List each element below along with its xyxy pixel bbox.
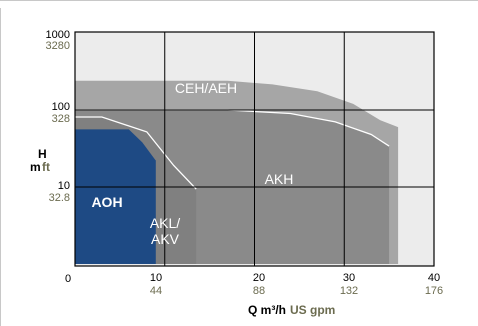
y-tick-label-10: 10: [58, 180, 70, 192]
region-label-line-akl-akv-0: AKL/: [150, 215, 180, 231]
frame-top-border: [0, 0, 478, 8]
x-tick-label-10: 10: [150, 272, 162, 284]
region-label-ceh-aeh: CEH/AEH: [175, 80, 237, 96]
y-axis-title-unit-secondary: ft: [42, 160, 50, 174]
region-label-akh: AKH: [265, 171, 294, 187]
plot-border: [74, 31, 435, 267]
x-tick-label-20: 20: [253, 272, 265, 284]
region-label-line-aoh-0: AOH: [91, 194, 122, 210]
y-axis-title: H: [38, 147, 47, 161]
x-axis-title-secondary: US gpm: [290, 303, 335, 317]
y-tick-sublabel-3280: 3280: [46, 40, 70, 52]
y-tick-label-100: 100: [52, 101, 70, 113]
x-tick-sublabel-176: 176: [425, 285, 443, 297]
region-label-akl-akv: AKL/AKV: [150, 215, 180, 247]
region-label-line-ceh-aeh-0: CEH/AEH: [175, 80, 237, 96]
x-axis-title: Q m³/h: [248, 303, 286, 317]
x-tick-sublabel-132: 132: [340, 285, 358, 297]
y-tick-label-1000: 1000: [46, 29, 70, 41]
region-label-aoh: AOH: [91, 194, 122, 210]
x-tick-label-30: 30: [343, 272, 355, 284]
x-tick-sublabel-44: 44: [150, 285, 162, 297]
y-tick-sublabel-32-8: 32.8: [49, 192, 70, 204]
boundary-line-akl-akv: [75, 116, 197, 190]
region-aoh: [75, 129, 156, 264]
origin-label: 0: [65, 273, 71, 285]
x-tick-sublabel-88: 88: [253, 285, 265, 297]
frame-left-border: [0, 8, 8, 326]
y-axis-title-unit-primary: m: [30, 160, 41, 174]
x-tick-label-40: 40: [428, 272, 440, 284]
y-tick-sublabel-328: 328: [52, 113, 70, 125]
region-label-line-akl-akv-1: AKV: [151, 231, 180, 247]
region-label-line-akh-0: AKH: [265, 171, 294, 187]
